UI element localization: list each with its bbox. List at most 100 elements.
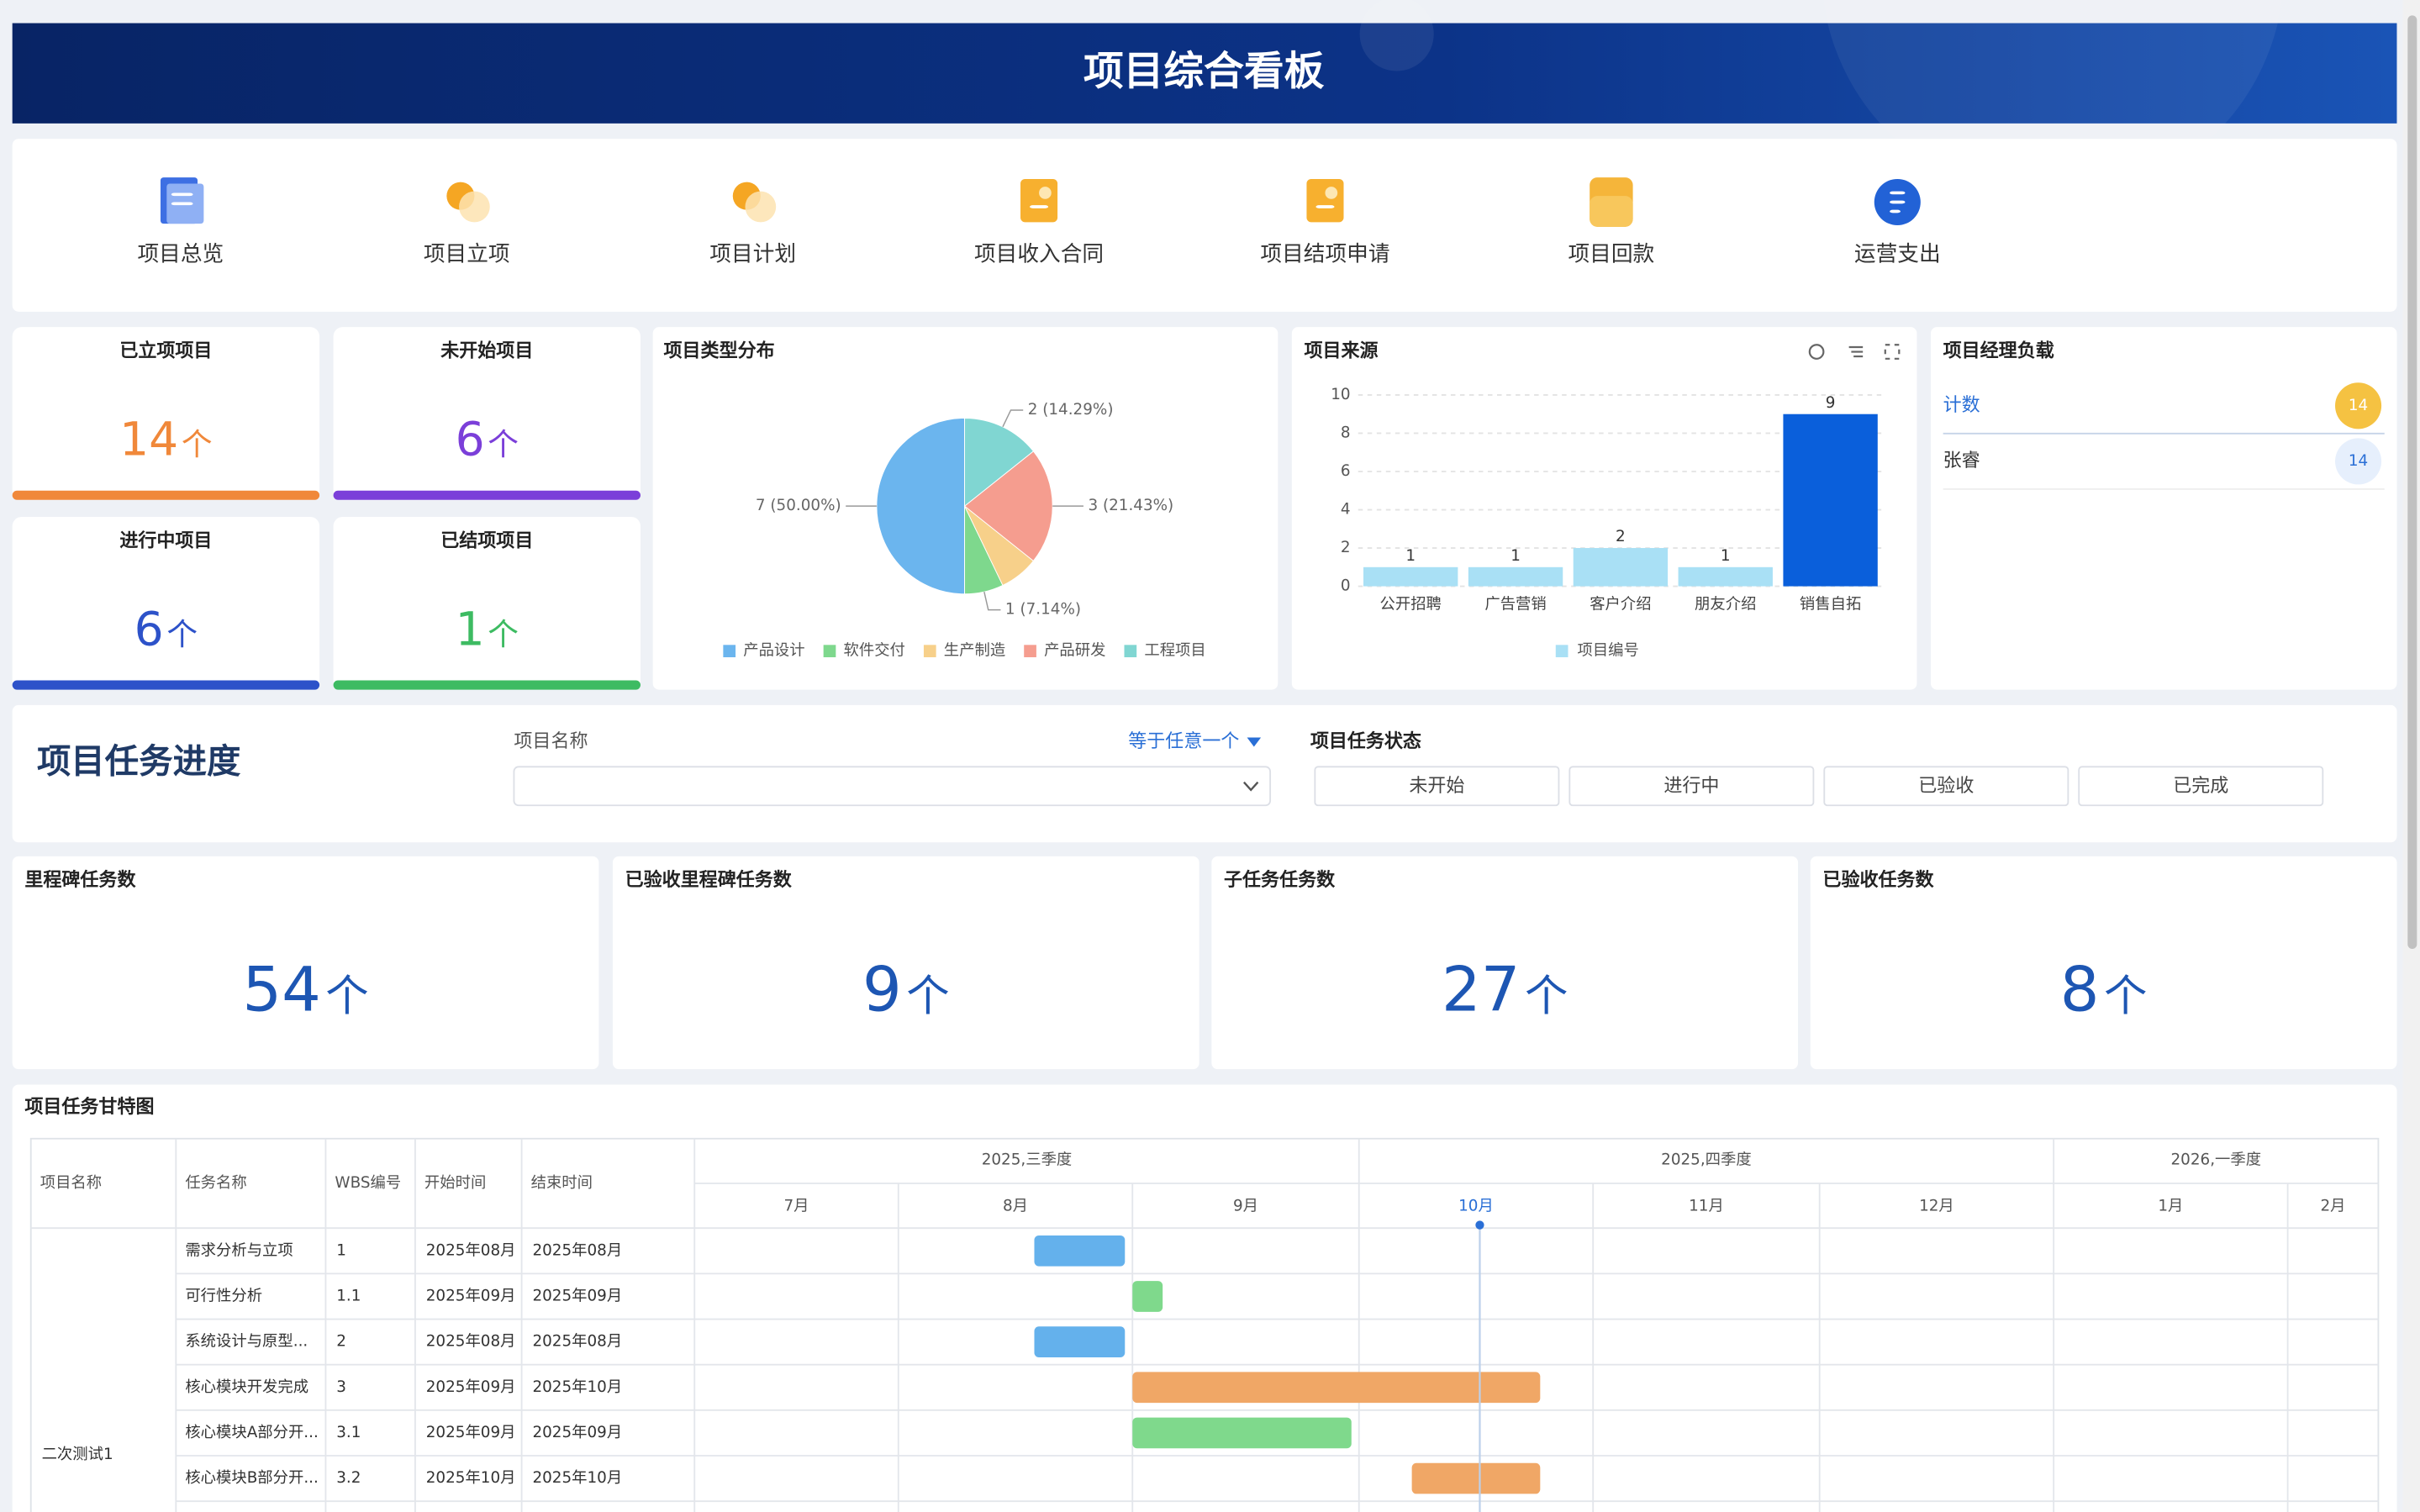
card-value: 9: [862, 954, 902, 1025]
chart-title: 项目来源: [1305, 341, 1379, 362]
card-title: 已结项项目: [440, 529, 533, 551]
card-title: 已验收里程碑任务数: [625, 869, 793, 891]
data-label: 3 (21.43%): [1088, 497, 1173, 514]
bar: [1783, 414, 1878, 587]
scrollbar-thumb[interactable]: [2407, 15, 2417, 949]
nav-icon-part: [1030, 205, 1049, 208]
legend-swatch: [723, 645, 736, 658]
legend-label: 产品设计: [743, 642, 804, 660]
bar: [1468, 566, 1563, 587]
nav-item[interactable]: 运营支出: [1854, 178, 1941, 266]
task-end: 2025年09月: [532, 1424, 622, 1441]
chart-tool[interactable]: [1808, 344, 1825, 360]
task-wbs: 1: [336, 1241, 346, 1259]
label-leader: [983, 591, 1001, 611]
legend-swatch: [1555, 645, 1569, 658]
nav-item[interactable]: 项目回款: [1569, 177, 1655, 266]
task-start: 2025年08月: [426, 1241, 516, 1259]
button-box[interactable]: [2078, 766, 2324, 807]
status-button[interactable]: 已完成: [2078, 766, 2324, 807]
data-label: 7 (50.00%): [756, 497, 841, 514]
card-title: 已立项项目: [119, 340, 212, 362]
data-label: 1: [1721, 547, 1731, 565]
button-label[interactable]: 进行中: [1663, 776, 1719, 797]
data-label: 9: [1826, 394, 1836, 412]
gantt-bar[interactable]: [1132, 1417, 1352, 1449]
task-wbs: 3.2: [336, 1469, 361, 1487]
month-label: 8月: [1003, 1198, 1028, 1215]
task-name: 系统设计与原型...: [185, 1333, 308, 1351]
button-label[interactable]: 已完成: [2173, 776, 2228, 797]
button-box[interactable]: [1314, 766, 1560, 807]
today-marker: [1475, 1220, 1484, 1230]
gantt-bar[interactable]: [1034, 1235, 1126, 1267]
card-bg: [1810, 856, 2397, 1070]
operator-caret[interactable]: [1247, 737, 1262, 747]
chart-tool[interactable]: [1848, 345, 1864, 358]
chart-title: 项目类型分布: [664, 340, 775, 362]
dropdown-box[interactable]: [513, 766, 1272, 807]
bar: [1678, 566, 1773, 587]
nav-label[interactable]: 项目回款: [1569, 241, 1655, 266]
nav-label[interactable]: 项目计划: [709, 241, 796, 266]
button-box[interactable]: [1823, 766, 2069, 807]
summary-card: 未开始项目 6 个: [333, 327, 641, 500]
chart-tool[interactable]: [1884, 344, 1901, 360]
dropdown-chevron[interactable]: [1243, 781, 1259, 792]
gantt-bar[interactable]: [1411, 1462, 1541, 1494]
nav-label[interactable]: 项目结项申请: [1260, 241, 1389, 266]
nav-item[interactable]: 项目计划: [709, 182, 796, 267]
x-tick-label: 广告营销: [1484, 596, 1546, 614]
nav-label[interactable]: 项目收入合同: [974, 241, 1104, 266]
gantt-bar[interactable]: [1132, 1281, 1163, 1312]
filter-label: 项目任务状态: [1310, 730, 1421, 752]
stat-card: 已验收里程碑任务数 9 个: [612, 856, 1199, 1070]
gantt-bar[interactable]: [1132, 1372, 1541, 1404]
summary-card: 已立项项目 14 个: [12, 327, 320, 500]
nav-label[interactable]: 项目总览: [137, 241, 224, 266]
nav-label[interactable]: 项目立项: [424, 241, 510, 266]
card-accent: [12, 490, 320, 500]
legend-label: 生产制造: [944, 642, 1005, 660]
pie-slice: [964, 418, 1035, 508]
project-dropdown[interactable]: [513, 766, 1272, 807]
nav-item[interactable]: 项目收入合同: [974, 178, 1104, 266]
y-tick-label: 10: [1331, 386, 1350, 403]
legend-label: 工程项目: [1144, 642, 1205, 660]
button-label[interactable]: 已验收: [1918, 776, 1974, 797]
status-button[interactable]: 已验收: [1823, 766, 2069, 807]
nav-item[interactable]: 项目结项申请: [1260, 178, 1390, 266]
summary-card: 进行中项目 6 个: [12, 516, 320, 690]
x-tick-label: 客户介绍: [1590, 596, 1651, 614]
legend-label: 软件交付: [844, 642, 905, 660]
status-button[interactable]: 进行中: [1569, 766, 1815, 807]
nav-label[interactable]: 运营支出: [1854, 241, 1941, 266]
nav-item[interactable]: 项目总览: [137, 177, 224, 266]
button-label[interactable]: 未开始: [1409, 776, 1464, 797]
nav-item[interactable]: 项目立项: [424, 182, 510, 267]
gantt-bar[interactable]: [1034, 1326, 1126, 1357]
status-button[interactable]: 未开始: [1314, 766, 1560, 807]
button-box[interactable]: [1569, 766, 1815, 807]
card-accent: [333, 490, 641, 500]
summary-card: 已结项项目 1 个: [333, 516, 641, 690]
card-title: 里程碑任务数: [24, 869, 136, 891]
card-bg: [333, 327, 641, 500]
y-tick-label: 2: [1341, 539, 1351, 556]
nav-icon-part: [1890, 200, 1906, 204]
card-value: 27: [1442, 954, 1520, 1025]
nav-icon-part: [1890, 191, 1906, 195]
manager-panel: [1930, 327, 2397, 690]
quarter-label: 2025,三季度: [982, 1151, 1073, 1168]
filter-operator[interactable]: 等于任意一个: [1128, 731, 1239, 752]
card-title: 进行中项目: [119, 529, 212, 551]
card-bg: [612, 856, 1199, 1070]
data-label: 2: [1616, 528, 1626, 545]
